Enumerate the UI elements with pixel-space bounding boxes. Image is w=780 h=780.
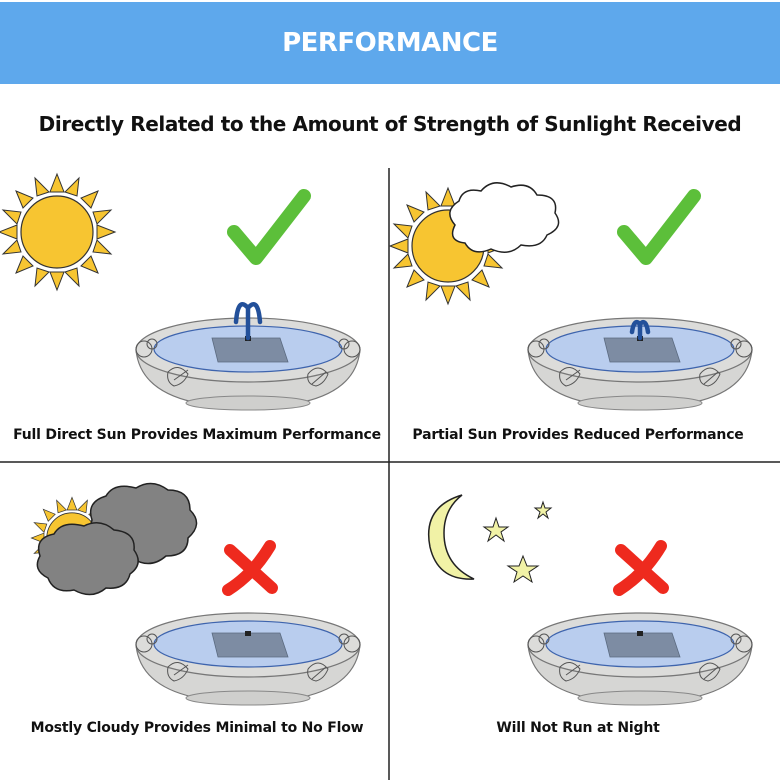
fountain-no-flow (135, 612, 361, 706)
header-banner: PERFORMANCE (0, 2, 780, 84)
sun-behind-cloud-icon (389, 182, 560, 305)
moon-stars-icon (428, 494, 553, 584)
x-icon (228, 546, 272, 590)
x-icon (619, 546, 663, 590)
fountain-no-flow (527, 612, 753, 706)
checkmark-icon (624, 196, 694, 258)
fountain-full-flow (135, 302, 361, 411)
checkmark-icon (234, 196, 304, 258)
header-title: PERFORMANCE (282, 28, 498, 58)
caption-full-sun: Full Direct Sun Provides Maximum Perform… (13, 427, 381, 443)
fountain-reduced-flow (527, 317, 753, 411)
sun-icon (0, 173, 116, 291)
dark-clouds-icon (31, 482, 198, 596)
caption-night: Will Not Run at Night (496, 720, 660, 736)
subtitle: Directly Related to the Amount of Streng… (38, 112, 742, 136)
caption-mostly-cloudy: Mostly Cloudy Provides Minimal to No Flo… (30, 720, 364, 736)
caption-partial-sun: Partial Sun Provides Reduced Performance (412, 427, 744, 443)
